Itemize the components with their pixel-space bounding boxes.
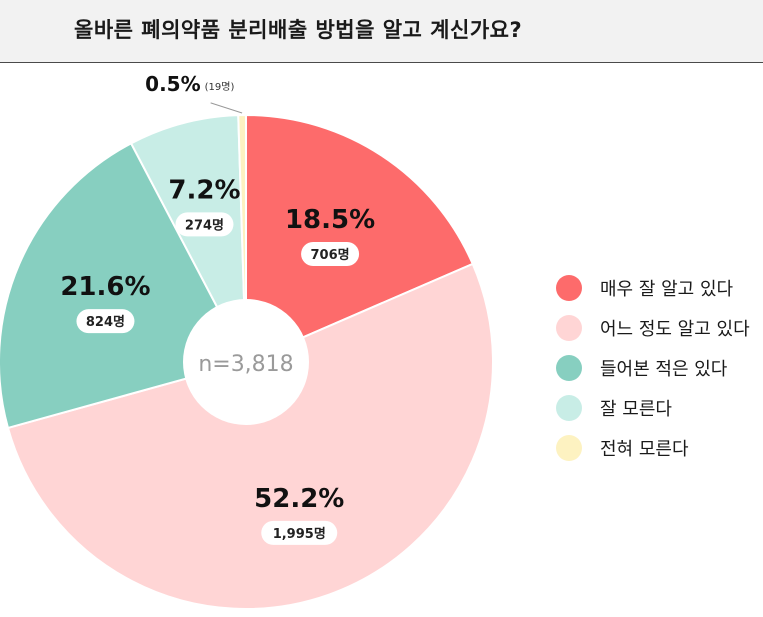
legend-label: 어느 정도 알고 있다: [600, 319, 750, 340]
legend-item-heard-of: 들어본 적은 있다: [556, 348, 750, 388]
chart-title: 올바른 폐의약품 분리배출 방법을 알고 계신가요?: [74, 18, 523, 42]
pie-slice: [6, 262, 494, 610]
pie-slice: [245, 113, 475, 364]
slice-count-pill: [261, 520, 338, 545]
header-bar: 올바른 폐의약품 분리배출 방법을 알고 계신가요?: [0, 0, 763, 63]
legend-item-very-well: 매우 잘 알고 있다: [556, 268, 750, 308]
slice-count-pill: [175, 212, 234, 237]
pie-slice: [129, 114, 247, 363]
slice-percent-label: 21.6%: [60, 272, 150, 302]
slice-percent-label: 52.2%: [254, 484, 344, 514]
slice-percent-label: 7.2%: [168, 175, 240, 205]
slice-count-pill: [76, 309, 135, 334]
legend-item-dont-know: 잘 모른다: [556, 388, 750, 428]
slice-count-label: (19명): [205, 81, 235, 93]
legend-swatch: [556, 435, 582, 461]
slice-count-label: 706명: [311, 247, 350, 263]
legend-swatch: [556, 275, 582, 301]
legend-item-somewhat: 어느 정도 알고 있다: [556, 308, 750, 348]
chart-legend: 매우 잘 알고 있다 어느 정도 알고 있다 들어본 적은 있다 잘 모른다 전…: [556, 268, 750, 468]
legend-swatch: [556, 355, 582, 381]
legend-label: 잘 모른다: [600, 399, 672, 420]
slice-count-label: 1,995명: [273, 526, 326, 542]
legend-label: 매우 잘 알고 있다: [600, 279, 734, 300]
leader-line: [210, 102, 243, 114]
legend-label: 전혀 모른다: [600, 439, 689, 460]
slice-count-pill: [301, 242, 360, 267]
legend-swatch: [556, 315, 582, 341]
sample-size-label: n=3,818: [198, 352, 293, 377]
pie-center-hole: [183, 299, 309, 425]
slice-count-label: 824명: [86, 314, 125, 330]
legend-item-not-at-all: 전혀 모른다: [556, 428, 750, 468]
slice-count-label: 274명: [185, 217, 224, 233]
legend-label: 들어본 적은 있다: [600, 359, 728, 380]
legend-swatch: [556, 395, 582, 421]
slice-percent-label: 0.5%: [145, 72, 200, 96]
slice-percent-label: 18.5%: [285, 205, 375, 235]
slice-labels: 18.5% 706명 52.2% 1,995명 21.6% 824명 7.2% 274명 0.5…: [60, 72, 375, 545]
